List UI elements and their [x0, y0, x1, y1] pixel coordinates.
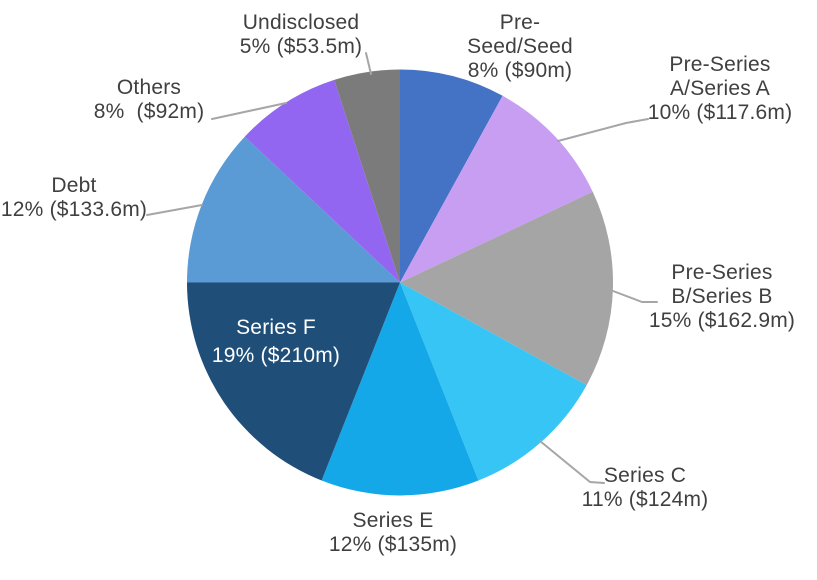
pie-slice-series-e — [321, 282, 479, 496]
label-undisclosed-value: 5% ($53.5m) — [239, 35, 363, 58]
label-pre-series-b-value: 15% ($162.9m) — [648, 309, 796, 332]
pie-slice-undisclosed — [334, 69, 400, 283]
label-series-f: Series F 19% ($210m) — [212, 314, 340, 370]
pie-slice-pre-series-a-series-a — [400, 95, 593, 283]
leader-line-pre-series-a-series-a — [557, 118, 649, 142]
pie-slice-others — [244, 79, 400, 283]
label-pre-seed-seed: Pre- Seed/Seed 8% ($90m) — [467, 11, 573, 83]
label-debt-value: 12% ($133.6m) — [0, 198, 148, 221]
label-series-c: Series C 11% ($124m) — [582, 464, 709, 512]
pie-slice-series-f — [187, 282, 400, 481]
leader-line-series-c — [539, 440, 605, 484]
label-series-e: Series E 12% ($135m) — [329, 509, 457, 557]
label-debt: Debt 12% ($133.6m) — [1, 174, 147, 222]
leader-line-undisclosed — [365, 52, 372, 75]
pie-slice-pre-seed-seed — [400, 69, 503, 283]
label-series-f-value: 19% ($210m) — [211, 344, 341, 367]
label-series-f-name: Series F — [236, 316, 316, 339]
label-pre-series-b: Pre-Series B/Series B 15% ($162.9m) — [649, 261, 795, 333]
label-undisclosed: Undisclosed 5% ($53.5m) — [240, 11, 362, 59]
label-debt-name: Debt — [51, 174, 97, 197]
pie-slice-series-c — [400, 282, 587, 481]
label-pre-seed-seed-name-1: Pre- — [499, 11, 541, 34]
label-series-e-value: 12% ($135m) — [328, 533, 458, 556]
label-pre-seed-seed-name-2: Seed/Seed — [467, 35, 573, 58]
label-pre-series-b-name-2: B/Series B — [671, 285, 773, 308]
label-undisclosed-name: Undisclosed — [242, 11, 360, 34]
label-pre-series-a-value: 10% ($117.6m) — [647, 101, 793, 124]
label-pre-series-b-name-1: Pre-Series — [671, 261, 773, 284]
leader-line-others — [211, 102, 287, 120]
label-series-c-name: Series C — [603, 464, 687, 487]
label-pre-series-a-name-1: Pre-Series — [669, 53, 771, 76]
label-pre-series-a: Pre-Series A/Series A 10% ($117.6m) — [648, 53, 793, 125]
label-series-e-name: Series E — [352, 509, 434, 532]
pie-slice-pre-series-b-series-b — [400, 191, 614, 386]
leader-line-debt — [146, 204, 203, 216]
label-others: Others 8% ($92m) — [94, 76, 205, 124]
label-pre-series-a-name-2: A/Series A — [669, 77, 771, 100]
label-others-name: Others — [116, 76, 182, 99]
label-pre-seed-seed-value: 8% ($90m) — [467, 59, 573, 82]
label-series-c-value: 11% ($124m) — [581, 488, 709, 511]
leader-line-pre-series-b-series-b — [612, 290, 658, 303]
label-others-value: 8% ($92m) — [93, 100, 205, 123]
pie-slice-debt — [186, 136, 400, 283]
